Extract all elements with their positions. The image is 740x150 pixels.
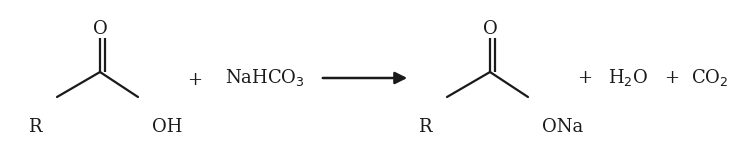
Text: NaHCO$_3$: NaHCO$_3$ — [225, 68, 305, 88]
Text: CO$_2$: CO$_2$ — [691, 68, 729, 88]
Text: OH: OH — [152, 118, 182, 136]
Text: +: + — [187, 71, 203, 89]
Text: ONa: ONa — [542, 118, 583, 136]
Text: O: O — [482, 20, 497, 38]
Text: H$_2$O: H$_2$O — [608, 68, 648, 88]
Text: O: O — [92, 20, 107, 38]
Text: R: R — [28, 118, 41, 136]
Text: +: + — [577, 69, 593, 87]
Text: R: R — [418, 118, 431, 136]
Text: +: + — [665, 69, 679, 87]
